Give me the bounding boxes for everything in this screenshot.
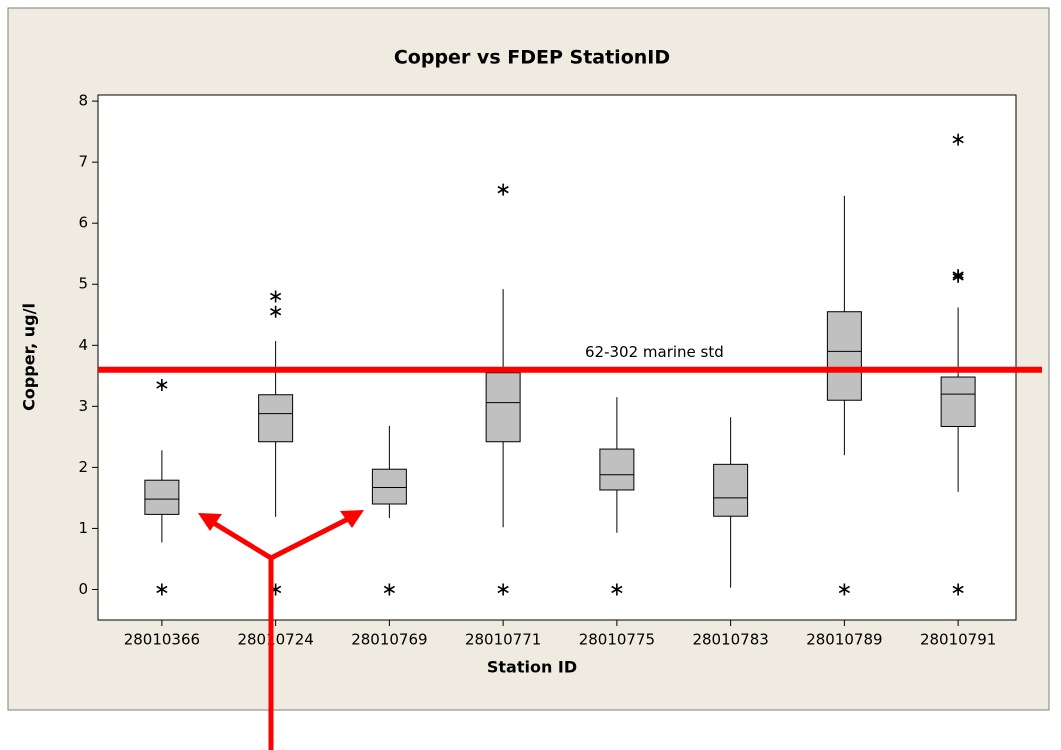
x-tick-label: 28010366 xyxy=(124,631,200,649)
outlier xyxy=(497,583,509,596)
x-tick-label: 28010789 xyxy=(806,631,882,649)
y-axis-label: Copper, ug/l xyxy=(20,303,39,411)
y-tick-label: 0 xyxy=(78,580,88,598)
y-tick-label: 1 xyxy=(78,519,88,537)
annotation-arrows xyxy=(198,510,364,750)
box xyxy=(826,311,862,401)
box xyxy=(713,463,749,517)
y-tick-label: 6 xyxy=(78,214,88,232)
marks: 0 1 2 3 4 5 6 7 8 28010366 28010724 28010769 2801077… xyxy=(78,92,1042,649)
y-tick-label: 3 xyxy=(78,397,88,415)
plot-area xyxy=(97,94,1017,621)
x-tick-label: 28010775 xyxy=(579,631,655,649)
box xyxy=(940,376,976,427)
outlier xyxy=(270,305,282,318)
y-tick-label: 2 xyxy=(78,458,88,476)
arrow xyxy=(269,516,350,561)
box xyxy=(144,479,180,515)
arrow xyxy=(210,519,273,561)
chart-title: Copper vs FDEP StationID xyxy=(394,47,670,69)
outlier xyxy=(497,183,509,196)
reference-label: 62-302 marine std xyxy=(585,343,724,361)
x-tick-label: 28010771 xyxy=(465,631,541,649)
x-tick-label: 28010791 xyxy=(920,631,996,649)
outlier xyxy=(156,378,168,391)
box xyxy=(258,394,294,443)
outlier xyxy=(383,583,395,596)
y-tick-label: 8 xyxy=(78,92,88,110)
arrow-head xyxy=(340,510,364,528)
box xyxy=(599,448,635,491)
y-tick-label: 4 xyxy=(78,336,88,354)
outlier xyxy=(156,583,168,596)
x-tick-label: 28010783 xyxy=(692,631,768,649)
outlier xyxy=(952,270,964,283)
outlier xyxy=(838,583,850,596)
outlier xyxy=(952,583,964,596)
x-tick-label: 28010769 xyxy=(351,631,427,649)
outlier xyxy=(611,583,623,596)
outlier xyxy=(270,290,282,303)
box xyxy=(371,468,407,505)
outlier xyxy=(952,133,964,146)
y-tick-label: 7 xyxy=(78,153,88,171)
x-tick-label: 28010724 xyxy=(237,631,313,649)
y-tick-label: 5 xyxy=(78,275,88,293)
box xyxy=(485,372,521,443)
x-axis-label: Station ID xyxy=(487,658,577,677)
arrow-head xyxy=(198,513,222,531)
